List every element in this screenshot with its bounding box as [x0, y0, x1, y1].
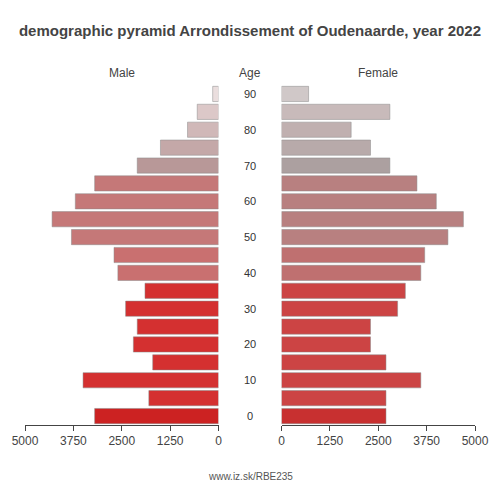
svg-text:2500: 2500 — [108, 434, 135, 448]
svg-text:0: 0 — [278, 434, 285, 448]
svg-text:0: 0 — [247, 410, 253, 422]
svg-text:80: 80 — [244, 124, 256, 136]
svg-text:1250: 1250 — [157, 434, 184, 448]
svg-text:Female: Female — [358, 66, 398, 80]
svg-text:3750: 3750 — [60, 434, 87, 448]
svg-text:1250: 1250 — [317, 434, 344, 448]
svg-text:70: 70 — [244, 160, 256, 172]
svg-text:Male: Male — [109, 66, 135, 80]
svg-text:demographic pyramid Arrondisse: demographic pyramid Arrondissement of Ou… — [19, 22, 481, 39]
svg-text:50: 50 — [244, 231, 256, 243]
svg-text:40: 40 — [244, 267, 256, 279]
svg-text:30: 30 — [244, 303, 256, 315]
svg-text:20: 20 — [244, 338, 256, 350]
svg-text:3750: 3750 — [413, 434, 440, 448]
svg-text:0: 0 — [215, 434, 222, 448]
svg-text:60: 60 — [244, 195, 256, 207]
svg-text:5000: 5000 — [12, 434, 39, 448]
svg-text:www.iz.sk/RBE235: www.iz.sk/RBE235 — [208, 471, 293, 482]
svg-text:10: 10 — [244, 374, 256, 386]
svg-text:2500: 2500 — [365, 434, 392, 448]
svg-text:Age: Age — [239, 66, 261, 80]
svg-text:5000: 5000 — [462, 434, 489, 448]
svg-text:90: 90 — [244, 88, 256, 100]
